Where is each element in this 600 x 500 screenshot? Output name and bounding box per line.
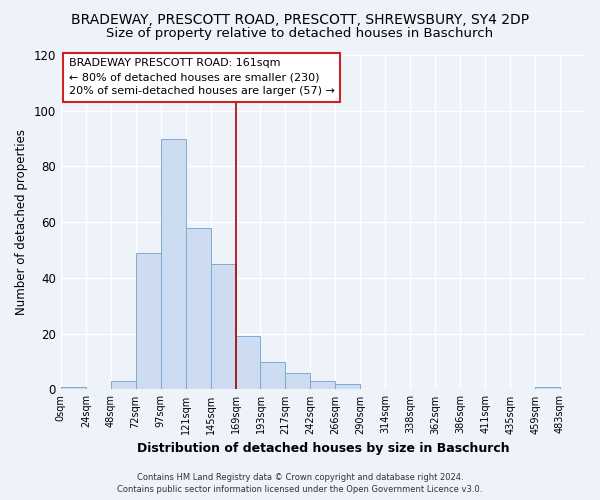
Bar <box>260 362 286 390</box>
Bar <box>61 386 86 390</box>
Text: BRADEWAY PRESCOTT ROAD: 161sqm
← 80% of detached houses are smaller (230)
20% of: BRADEWAY PRESCOTT ROAD: 161sqm ← 80% of … <box>68 58 335 96</box>
Bar <box>310 381 335 390</box>
Bar <box>535 386 560 390</box>
Bar <box>111 381 136 390</box>
X-axis label: Distribution of detached houses by size in Baschurch: Distribution of detached houses by size … <box>137 442 509 455</box>
Text: BRADEWAY, PRESCOTT ROAD, PRESCOTT, SHREWSBURY, SY4 2DP: BRADEWAY, PRESCOTT ROAD, PRESCOTT, SHREW… <box>71 12 529 26</box>
Bar <box>335 384 361 390</box>
Text: Size of property relative to detached houses in Baschurch: Size of property relative to detached ho… <box>106 28 494 40</box>
Bar <box>161 138 185 390</box>
Bar <box>185 228 211 390</box>
Y-axis label: Number of detached properties: Number of detached properties <box>15 129 28 315</box>
Bar <box>136 253 161 390</box>
Text: Contains HM Land Registry data © Crown copyright and database right 2024.
Contai: Contains HM Land Registry data © Crown c… <box>118 473 482 494</box>
Bar <box>236 336 260 390</box>
Bar <box>286 372 310 390</box>
Bar <box>211 264 236 390</box>
